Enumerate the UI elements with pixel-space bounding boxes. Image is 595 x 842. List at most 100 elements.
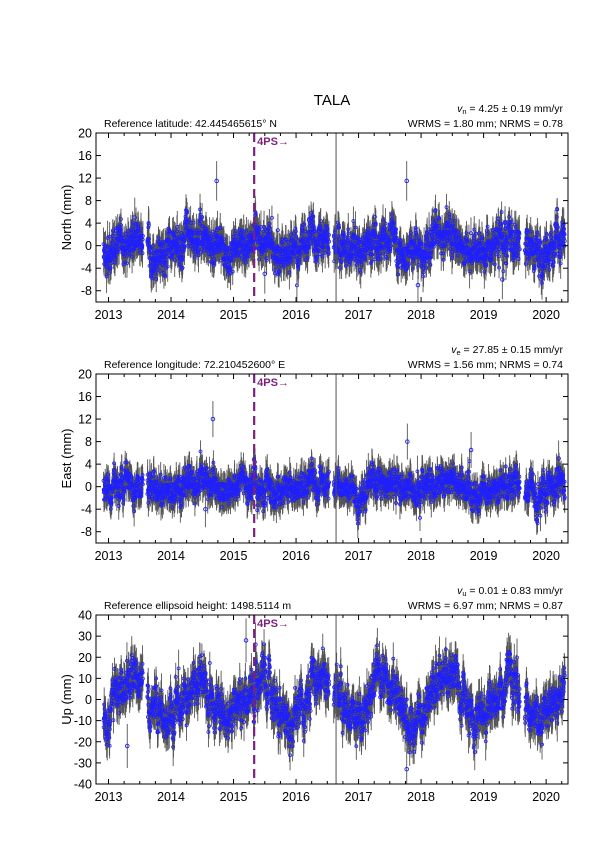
data-point: [150, 276, 155, 281]
data-point: [428, 251, 433, 255]
data-point: [398, 239, 403, 244]
panels: Reference latitude: 42.445465615° N WRMS …: [59, 103, 569, 804]
data-point: [489, 257, 494, 262]
data-point: [296, 260, 301, 265]
data-point: [319, 244, 324, 249]
data-point: [272, 271, 277, 276]
data-point: [484, 253, 489, 258]
data-point: [187, 217, 191, 222]
data-point: [200, 215, 204, 220]
data-point: [302, 222, 307, 227]
data-point: [394, 227, 398, 232]
data-point: [281, 246, 285, 250]
data-point: [346, 239, 350, 243]
data-points: [101, 178, 567, 288]
data-point: [413, 228, 418, 232]
data-point: [134, 222, 139, 226]
data-point: [296, 264, 300, 269]
data-point: [262, 225, 266, 229]
data-point: [504, 261, 509, 266]
data-point: [373, 214, 377, 219]
data-point: [339, 260, 344, 264]
data-point: [276, 228, 280, 233]
data-point: [505, 240, 509, 245]
data-point: [306, 245, 311, 250]
data-point: [346, 227, 351, 232]
data-point: [513, 236, 518, 241]
data-point: [230, 258, 235, 263]
data-point: [312, 229, 317, 233]
data-point: [421, 261, 426, 266]
data-point: [505, 254, 510, 258]
data-point: [452, 219, 457, 223]
data-point: [118, 229, 123, 234]
data-point: [125, 261, 129, 266]
data-point: [299, 231, 304, 236]
data-point: [193, 254, 197, 259]
data-point: [140, 233, 145, 238]
data-point: [169, 246, 173, 251]
data-point: [318, 227, 323, 232]
data-point: [484, 228, 489, 233]
data-point: [197, 228, 201, 233]
data-point: [175, 229, 179, 234]
data-point: [170, 253, 174, 257]
data-point: [408, 230, 413, 235]
data-point: [102, 252, 107, 256]
data-point: [496, 216, 501, 221]
data-point: [395, 264, 400, 269]
data-point: [273, 259, 278, 264]
data-point: [163, 259, 168, 264]
data-point: [502, 250, 507, 254]
data-point: [422, 258, 427, 262]
stats-label: WRMS = 1.80 mm; NRMS = 0.78: [408, 118, 563, 130]
data-point: [136, 228, 141, 233]
data-point: [513, 225, 518, 230]
data-point: [140, 245, 145, 250]
data-point: [342, 240, 347, 244]
data-point: [350, 239, 355, 244]
data-point: [147, 237, 151, 241]
data-point: [447, 238, 452, 242]
data-point: [212, 259, 217, 264]
data-point: [377, 251, 382, 256]
data-point: [433, 208, 438, 212]
data-point: [442, 235, 447, 240]
data-point: [333, 228, 337, 233]
data-point: [140, 237, 145, 242]
data-point: [163, 261, 167, 266]
data-point: [261, 248, 266, 253]
data-point: [338, 259, 343, 264]
data-point: [472, 227, 477, 232]
data-point: [382, 246, 387, 251]
data-point: [363, 240, 368, 245]
data-point: [484, 262, 489, 267]
data-point: [221, 242, 226, 247]
data-point: [263, 248, 268, 253]
data-point: [139, 231, 144, 235]
data-point: [125, 253, 130, 258]
data-point: [513, 245, 518, 250]
data-point: [197, 244, 202, 249]
data-point: [372, 230, 377, 235]
data-point: [119, 223, 124, 228]
data-point: [499, 210, 504, 215]
data-point: [104, 274, 109, 279]
data-point: [303, 258, 308, 263]
data-point: [167, 229, 172, 233]
data-point: [371, 245, 375, 249]
panel-north: Reference latitude: 42.445465615° N WRMS …: [59, 103, 569, 322]
data-point: [191, 220, 196, 225]
data-point: [432, 238, 436, 242]
data-point: [407, 261, 412, 266]
data-point: [434, 219, 438, 223]
data-point: [232, 237, 237, 242]
data-point: [294, 244, 299, 249]
data-point: [502, 219, 507, 224]
data-point: [502, 232, 507, 237]
data-point: [219, 258, 223, 263]
data-point: [145, 241, 150, 246]
data-point: [140, 243, 145, 248]
data-point: [374, 240, 379, 244]
